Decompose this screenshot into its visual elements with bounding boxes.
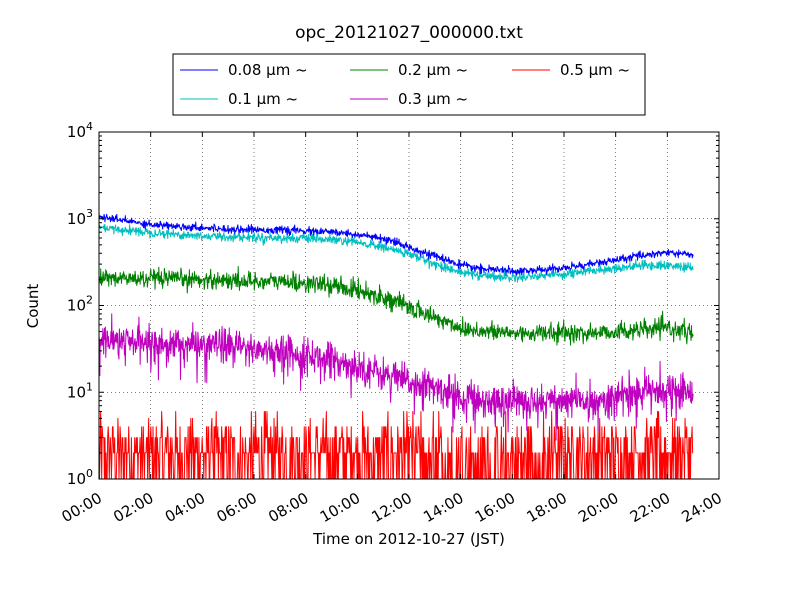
- x-tick-label: 10:00: [317, 489, 363, 526]
- y-tick-exponent: 1: [86, 380, 93, 393]
- series-line-2: [99, 266, 694, 346]
- series-line-3: [99, 313, 694, 441]
- legend-label-0: 0.08 μm ~: [228, 61, 308, 79]
- y-tick-base: 10: [67, 210, 86, 228]
- series-line-0: [99, 212, 694, 276]
- y-tick-label: 104: [67, 120, 93, 141]
- x-tick-label: 02:00: [110, 489, 156, 526]
- x-tick-label: 24:00: [679, 489, 725, 526]
- x-tick-label: 06:00: [214, 489, 260, 526]
- legend-label-3: 0.3 μm ~: [398, 90, 468, 108]
- y-axis-label: Count: [24, 284, 42, 329]
- y-tick-label: 103: [67, 207, 93, 228]
- x-tick-label: 12:00: [369, 489, 415, 526]
- x-tick-labels: 00:00 02:00 04:00 06:00 08:00 10:00 12:00 14:00…: [59, 489, 725, 526]
- y-tick-base: 10: [67, 297, 86, 315]
- y-tick-exponent: 0: [86, 467, 93, 480]
- x-tick-label: 16:00: [472, 489, 518, 526]
- y-tick-base: 10: [67, 123, 86, 141]
- axis-ticks: [98, 131, 720, 480]
- legend-label-4: 0.5 μm ~: [560, 61, 630, 79]
- y-tick-base: 10: [67, 470, 86, 488]
- y-tick-exponent: 2: [86, 294, 93, 307]
- y-tick-base: 10: [67, 383, 86, 401]
- series-line-1: [99, 223, 694, 283]
- chart-title: opc_20121027_000000.txt: [295, 23, 523, 43]
- x-tick-label: 18:00: [524, 489, 570, 526]
- x-tick-label: 08:00: [265, 489, 311, 526]
- y-tick-label: 102: [67, 294, 93, 315]
- legend-box: [172, 53, 646, 116]
- series-line-4: [99, 411, 694, 479]
- y-tick-exponent: 3: [86, 207, 93, 220]
- x-tick-label: 00:00: [59, 489, 105, 526]
- legend-label-1: 0.1 μm ~: [228, 90, 298, 108]
- x-tick-label: 22:00: [627, 489, 673, 526]
- y-tick-label: 100: [67, 467, 93, 488]
- legend: 0.08 μm ~ 0.1 μm ~ 0.2 μm ~ 0.3 μm ~ 0.5 μm …: [172, 53, 646, 116]
- y-tick-label: 101: [67, 380, 93, 401]
- series-layer: [99, 212, 694, 479]
- x-tick-label: 20:00: [575, 489, 621, 526]
- y-tick-exponent: 4: [86, 120, 93, 133]
- x-axis-label: Time on 2012-10-27 (JST): [312, 530, 505, 548]
- legend-label-2: 0.2 μm ~: [398, 61, 468, 79]
- x-tick-label: 04:00: [162, 489, 208, 526]
- x-tick-label: 14:00: [420, 489, 466, 526]
